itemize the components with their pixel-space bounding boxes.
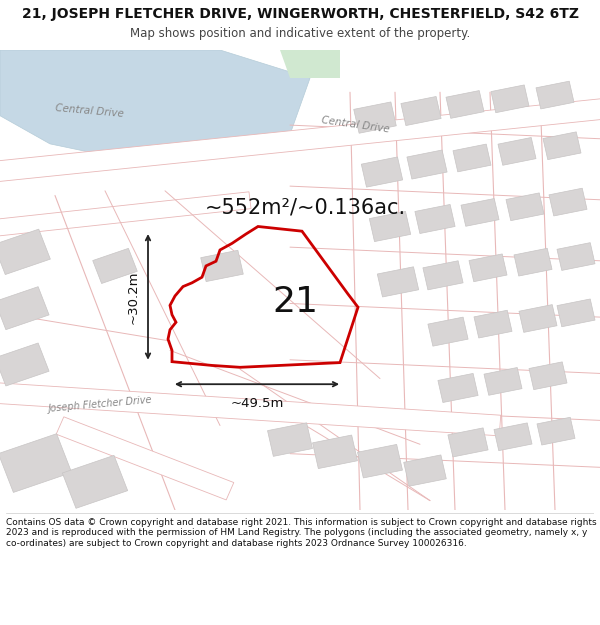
Polygon shape [498,138,536,165]
Polygon shape [407,150,447,179]
Polygon shape [268,423,313,456]
Polygon shape [446,91,484,118]
Polygon shape [92,248,137,284]
Text: Map shows position and indicative extent of the property.: Map shows position and indicative extent… [130,28,470,41]
Polygon shape [358,444,403,478]
Polygon shape [484,368,522,395]
Text: ~30.2m: ~30.2m [127,270,140,324]
Polygon shape [56,417,234,500]
Polygon shape [0,382,501,436]
Polygon shape [401,96,441,126]
Text: 21: 21 [272,284,318,319]
Text: 21, JOSEPH FLETCHER DRIVE, WINGERWORTH, CHESTERFIELD, S42 6TZ: 21, JOSEPH FLETCHER DRIVE, WINGERWORTH, … [22,7,578,21]
Polygon shape [448,428,488,457]
Polygon shape [0,229,50,274]
Polygon shape [0,98,600,182]
Polygon shape [453,144,491,172]
Polygon shape [313,435,358,469]
Polygon shape [62,456,128,508]
Text: Joseph Fletcher Drive: Joseph Fletcher Drive [47,396,152,414]
Polygon shape [506,193,544,221]
Polygon shape [0,192,251,237]
Polygon shape [557,299,595,327]
Text: Contains OS data © Crown copyright and database right 2021. This information is : Contains OS data © Crown copyright and d… [6,518,596,548]
Polygon shape [404,455,446,486]
Polygon shape [361,157,403,187]
Polygon shape [536,81,574,109]
Polygon shape [0,343,49,386]
Polygon shape [0,434,71,492]
Polygon shape [370,211,410,242]
Polygon shape [549,188,587,216]
Polygon shape [438,373,478,402]
Polygon shape [201,250,243,282]
Text: ~49.5m: ~49.5m [230,398,284,411]
Polygon shape [377,267,419,297]
Polygon shape [514,248,552,276]
Polygon shape [415,204,455,234]
Polygon shape [461,199,499,226]
Polygon shape [491,85,529,112]
Text: ~552m²/~0.136ac.: ~552m²/~0.136ac. [205,198,406,217]
Polygon shape [0,50,310,162]
Polygon shape [543,132,581,159]
Polygon shape [428,317,468,346]
Polygon shape [529,362,567,389]
Text: Central Drive: Central Drive [55,103,125,119]
Polygon shape [519,304,557,332]
Polygon shape [280,50,340,78]
Polygon shape [469,254,507,282]
Polygon shape [423,261,463,290]
Polygon shape [494,423,532,451]
Polygon shape [557,242,595,271]
Polygon shape [537,418,575,445]
Polygon shape [354,102,396,133]
Polygon shape [474,310,512,338]
Text: Central Drive: Central Drive [320,116,390,135]
Polygon shape [0,287,49,329]
